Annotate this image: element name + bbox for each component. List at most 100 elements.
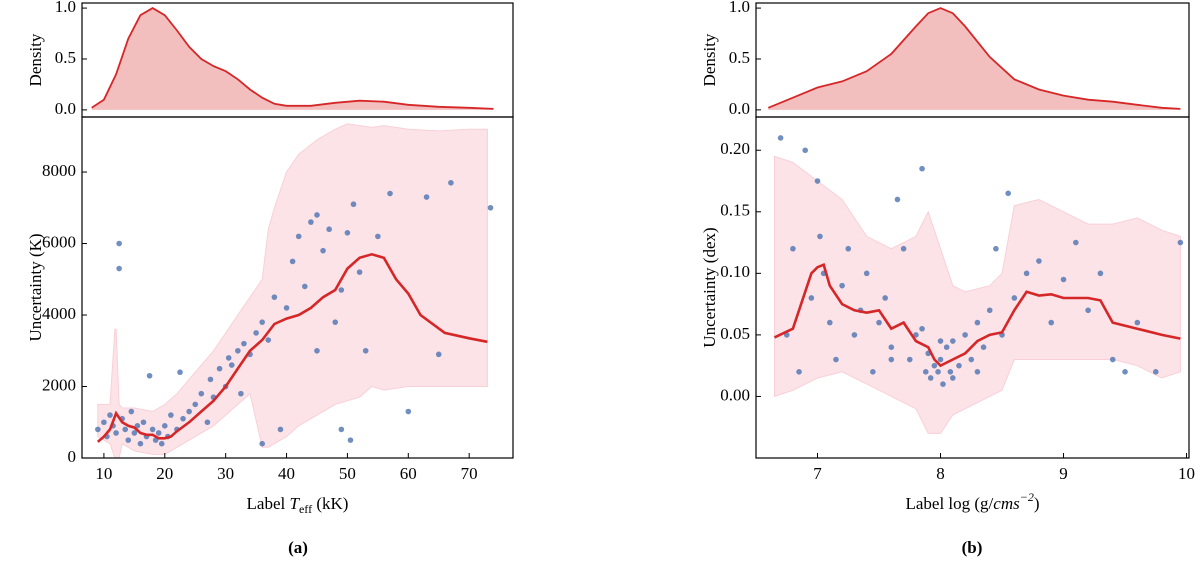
x-axis-label-part: cms [993, 494, 1020, 513]
scatter-point [1085, 307, 1091, 314]
scatter-point [796, 369, 802, 375]
y-tick-label: 6000 [42, 232, 76, 251]
scatter-point [228, 362, 235, 368]
scatter-point [128, 408, 135, 415]
scatter-point [95, 426, 101, 433]
scatter-point [1134, 319, 1141, 326]
y-tick-label: 8000 [42, 161, 76, 180]
scatter-point [350, 201, 357, 208]
scatter-point [155, 430, 162, 436]
y-tick-label: 0.5 [729, 48, 750, 67]
y-tick-label: 0.0 [729, 99, 750, 118]
scatter-point [1073, 239, 1079, 246]
scatter-point [168, 412, 174, 418]
scatter-point [186, 408, 192, 415]
scatter-point [277, 426, 284, 433]
scatter-point [962, 332, 968, 338]
scatter-point [1011, 295, 1018, 301]
scatter-point [122, 426, 129, 433]
x-axis-label-part: Label log (g/ [905, 494, 993, 513]
x-tick-label: 8 [936, 464, 945, 483]
plot-area [767, 7, 1181, 110]
scatter-point [356, 269, 363, 275]
y-tick-label: 0.0 [55, 99, 76, 118]
x-axis-label-part: (kK) [312, 494, 348, 513]
scatter-point [863, 270, 870, 277]
y-axis-label: Uncertainty (dex) [700, 227, 719, 347]
x-axis-label: Label log (g/cms−2) [905, 490, 1039, 513]
scatter-point [882, 295, 888, 301]
scatter-point [937, 356, 944, 363]
scatter-point [326, 226, 332, 233]
scatter-point [935, 369, 941, 375]
scatter-point [845, 245, 852, 252]
scatter-point [137, 440, 144, 447]
density-line [91, 7, 494, 110]
scatter-point [265, 337, 272, 343]
uncertainty-band [774, 155, 1181, 434]
scatter-point [888, 356, 895, 363]
scatter-point [927, 375, 934, 381]
axes-frame [81, 116, 514, 459]
scatter-point [116, 240, 122, 247]
x-tick-label: 7 [813, 464, 822, 483]
scatter-point [259, 319, 265, 325]
scatter-point [922, 369, 929, 375]
scatter-point [180, 415, 186, 422]
scatter-point [487, 204, 494, 211]
caption: (b) [962, 538, 983, 557]
scatter-point [1036, 258, 1042, 264]
scatter-point [974, 369, 981, 375]
plot-area [91, 7, 494, 110]
scatter-point [833, 356, 839, 363]
scatter-point [116, 265, 122, 272]
scatter-point [405, 408, 412, 415]
scatter-point [320, 247, 326, 254]
scatter-point [338, 287, 345, 293]
scatter-point [332, 319, 339, 325]
scatter-point [259, 440, 265, 447]
scatter-point [919, 165, 925, 172]
plot-area [95, 123, 494, 458]
scatter-point [790, 245, 796, 252]
scatter-point [198, 390, 205, 397]
y-tick-label: 0.10 [720, 262, 750, 281]
scatter-point [968, 356, 975, 363]
x-axis-label-part: T [290, 494, 301, 513]
scatter-point [107, 412, 113, 418]
scatter-point [149, 426, 156, 433]
scatter-point [158, 440, 165, 447]
scatter-point [344, 230, 351, 236]
y-tick-label: 0.05 [720, 324, 750, 343]
scatter-point [448, 179, 454, 186]
scatter-point [808, 295, 815, 301]
x-axis-label-part: ) [1034, 494, 1040, 513]
scatter-point [888, 344, 895, 351]
scatter-point [993, 245, 999, 252]
y-tick-label: 2000 [42, 375, 76, 394]
scatter-point [271, 294, 278, 300]
scatter-point [839, 282, 845, 289]
scatter-point [950, 338, 956, 344]
scatter-point [913, 332, 919, 338]
x-tick-label: 70 [461, 464, 478, 483]
median-line [773, 262, 1181, 368]
scatter-point [347, 437, 354, 443]
scatter-point [919, 325, 925, 332]
uncertainty-band [97, 123, 488, 458]
scatter-point [814, 178, 821, 184]
y-tick-label: 0.20 [720, 139, 750, 158]
y-tick-label: 0.00 [720, 385, 750, 404]
scatter-point [1152, 369, 1159, 375]
x-axis-label-part: Label [247, 494, 290, 513]
scatter-point [423, 194, 430, 200]
y-tick-label: 1.0 [55, 0, 76, 16]
x-axis-label-part: −2 [1020, 490, 1034, 504]
scatter-point [1109, 356, 1116, 363]
plot-area [773, 135, 1184, 434]
scatter-point [931, 362, 938, 369]
y-axis-label: Density [26, 33, 45, 86]
scatter-point [1097, 270, 1104, 277]
scatter-point [338, 426, 345, 433]
